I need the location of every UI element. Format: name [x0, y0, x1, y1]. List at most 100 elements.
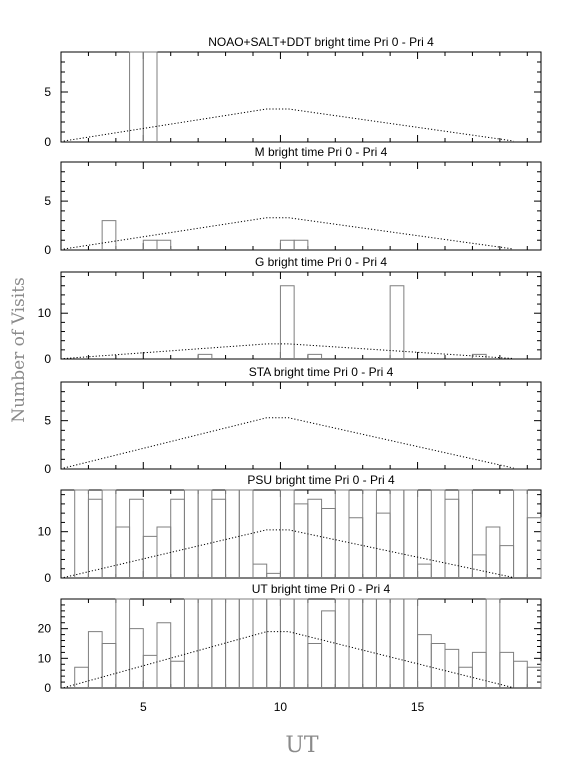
panel-title: PSU bright time Pri 0 - Pri 4 — [247, 473, 395, 487]
x-axis-title: UT — [285, 733, 319, 758]
histogram-bin — [74, 666, 89, 688]
histogram-bin — [252, 598, 268, 688]
y-tick-label: 5 — [44, 85, 51, 99]
histogram-bin — [225, 598, 240, 688]
panel: G bright time Pri 0 - Pri 4 0 10 — [38, 255, 542, 366]
histogram-bin — [348, 598, 364, 688]
histogram-bin — [389, 598, 405, 688]
histogram-bin — [321, 610, 336, 688]
panel-title: M bright time Pri 0 - Pri 4 — [255, 145, 388, 159]
panel-frame — [60, 271, 542, 360]
histogram-bin — [513, 660, 528, 688]
histogram-bin — [430, 643, 446, 688]
panel-title: NOAO+SALT+DDT bright time Pri 0 - Pri 4 — [208, 35, 434, 49]
panel: NOAO+SALT+DDT bright time Pri 0 - Pri 4 0… — [44, 35, 542, 149]
histogram-bin — [334, 489, 350, 578]
histogram-bin — [211, 498, 227, 578]
histogram-bin — [115, 526, 131, 578]
histogram-bin — [101, 220, 117, 250]
reference-curve — [63, 108, 514, 142]
histogram-bin — [156, 239, 172, 250]
panel: UT bright time Pri 0 - Pri 4 0 10 20 — [38, 582, 542, 695]
histogram-bin — [307, 353, 323, 359]
histogram-bin — [389, 285, 405, 359]
histogram-bin — [279, 239, 295, 250]
histogram-bin — [444, 498, 460, 578]
histogram-bin — [197, 489, 213, 578]
histogram-bin — [101, 643, 117, 688]
histogram-bin — [279, 598, 295, 688]
y-tick-label: 10 — [38, 651, 52, 665]
x-tick-label: 5 — [140, 700, 147, 714]
panel-frame — [60, 381, 542, 470]
panel-frame — [60, 489, 542, 579]
panel: M bright time Pri 0 - Pri 4 0 5 — [44, 145, 542, 257]
histogram-bin — [389, 489, 405, 578]
histogram-bin — [142, 654, 158, 688]
x-tick-labels: 5 10 15 — [140, 700, 425, 714]
histogram-bin — [183, 489, 199, 578]
y-tick-label: 0 — [44, 462, 51, 476]
histogram-bin — [307, 643, 323, 688]
histogram-bin — [375, 512, 391, 578]
y-tick-label: 5 — [44, 414, 51, 428]
y-tick-label: 10 — [38, 306, 52, 320]
histogram-bin — [266, 598, 281, 688]
histogram-bin — [238, 598, 254, 688]
histogram-bin — [197, 353, 213, 359]
histogram-bin — [142, 239, 158, 250]
histogram-bin — [156, 622, 172, 688]
y-axis-title: Number of Visits — [9, 277, 29, 422]
panel: PSU bright time Pri 0 - Pri 4 0 10 — [38, 473, 542, 585]
histogram-bin — [471, 554, 487, 578]
histogram-bin — [87, 631, 103, 688]
histogram-bin — [293, 503, 309, 578]
histogram-bin — [499, 545, 515, 578]
reference-curve — [63, 217, 514, 250]
histogram-bin — [238, 489, 254, 578]
reference-curve — [63, 343, 514, 360]
y-tick-label: 20 — [38, 622, 52, 636]
histogram-bin — [417, 563, 432, 578]
x-tick-label: 10 — [274, 700, 288, 714]
panel-title: G bright time Pri 0 - Pri 4 — [255, 255, 387, 269]
histogram-bin — [293, 598, 309, 688]
histogram-bin — [87, 498, 103, 578]
histogram-bin — [444, 648, 460, 688]
reference-curve — [63, 631, 514, 689]
histogram-bin — [101, 489, 117, 578]
histogram-bin — [321, 508, 336, 578]
reference-curve — [63, 529, 514, 579]
panels: NOAO+SALT+DDT bright time Pri 0 - Pri 4 0… — [38, 35, 542, 695]
reference-curve — [63, 417, 514, 469]
histogram-bin — [225, 489, 240, 578]
histogram-bin — [211, 598, 227, 688]
panel: STA bright time Pri 0 - Pri 4 0 5 — [44, 365, 542, 476]
panel-frame — [60, 51, 542, 143]
histogram-bin — [485, 526, 501, 578]
histogram-bin — [279, 489, 295, 578]
histogram-bin — [403, 598, 419, 688]
histogram-bin — [170, 660, 185, 688]
x-tick-label: 15 — [411, 700, 425, 714]
histogram-bin — [513, 489, 528, 578]
histogram-bin — [403, 489, 419, 578]
histogram-bin — [307, 498, 323, 578]
histogram-bin — [129, 51, 144, 142]
histogram-bin — [183, 598, 199, 688]
panel-frame — [60, 598, 542, 689]
histogram-bin — [156, 526, 172, 578]
histogram-bin — [142, 535, 158, 578]
y-tick-label: 0 — [44, 571, 51, 585]
histogram-bin — [170, 498, 185, 578]
histogram-bin — [348, 517, 364, 578]
y-tick-label: 10 — [38, 525, 52, 539]
y-tick-label: 0 — [44, 243, 51, 257]
histogram-bin — [252, 563, 268, 578]
histogram-bin — [362, 489, 377, 578]
histogram-bin — [362, 598, 377, 688]
histogram-bin — [74, 489, 89, 578]
histogram-bin — [430, 489, 446, 578]
histogram-bin — [129, 498, 144, 578]
histogram-bin — [279, 285, 295, 359]
